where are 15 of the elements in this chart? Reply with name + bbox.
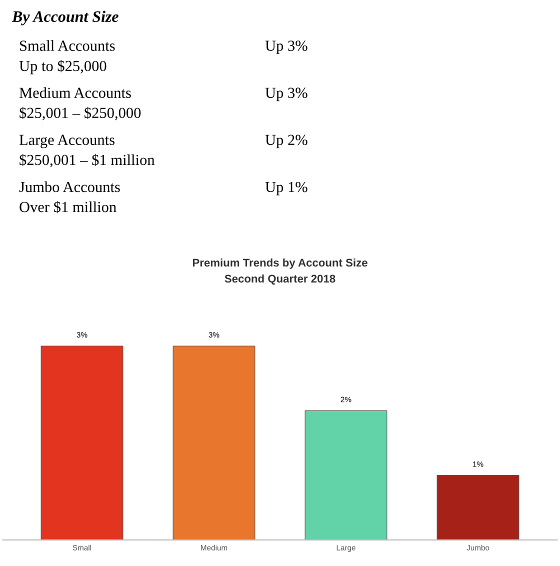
text: $250,001 – $1 million [20, 154, 155, 168]
text: Large Accounts [19, 134, 114, 148]
chart-title: Premium Trends by Account Size [192, 258, 368, 269]
text: Over $1 million [20, 200, 116, 214]
text: Up 3% [265, 40, 308, 54]
chart-subtitle: Second Quarter 2018 [224, 274, 336, 285]
text: Up 3% [265, 88, 308, 102]
text: Up 1% [265, 182, 308, 196]
text: Jumbo Accounts [19, 181, 120, 192]
text: Up 2% [265, 134, 308, 148]
text: $25,001 – $250,000 [20, 106, 141, 120]
text: Medium Accounts [19, 87, 131, 98]
text: Small Accounts [20, 40, 115, 51]
text: By Account Size [12, 10, 118, 26]
text: Up to $25,000 [19, 60, 106, 74]
